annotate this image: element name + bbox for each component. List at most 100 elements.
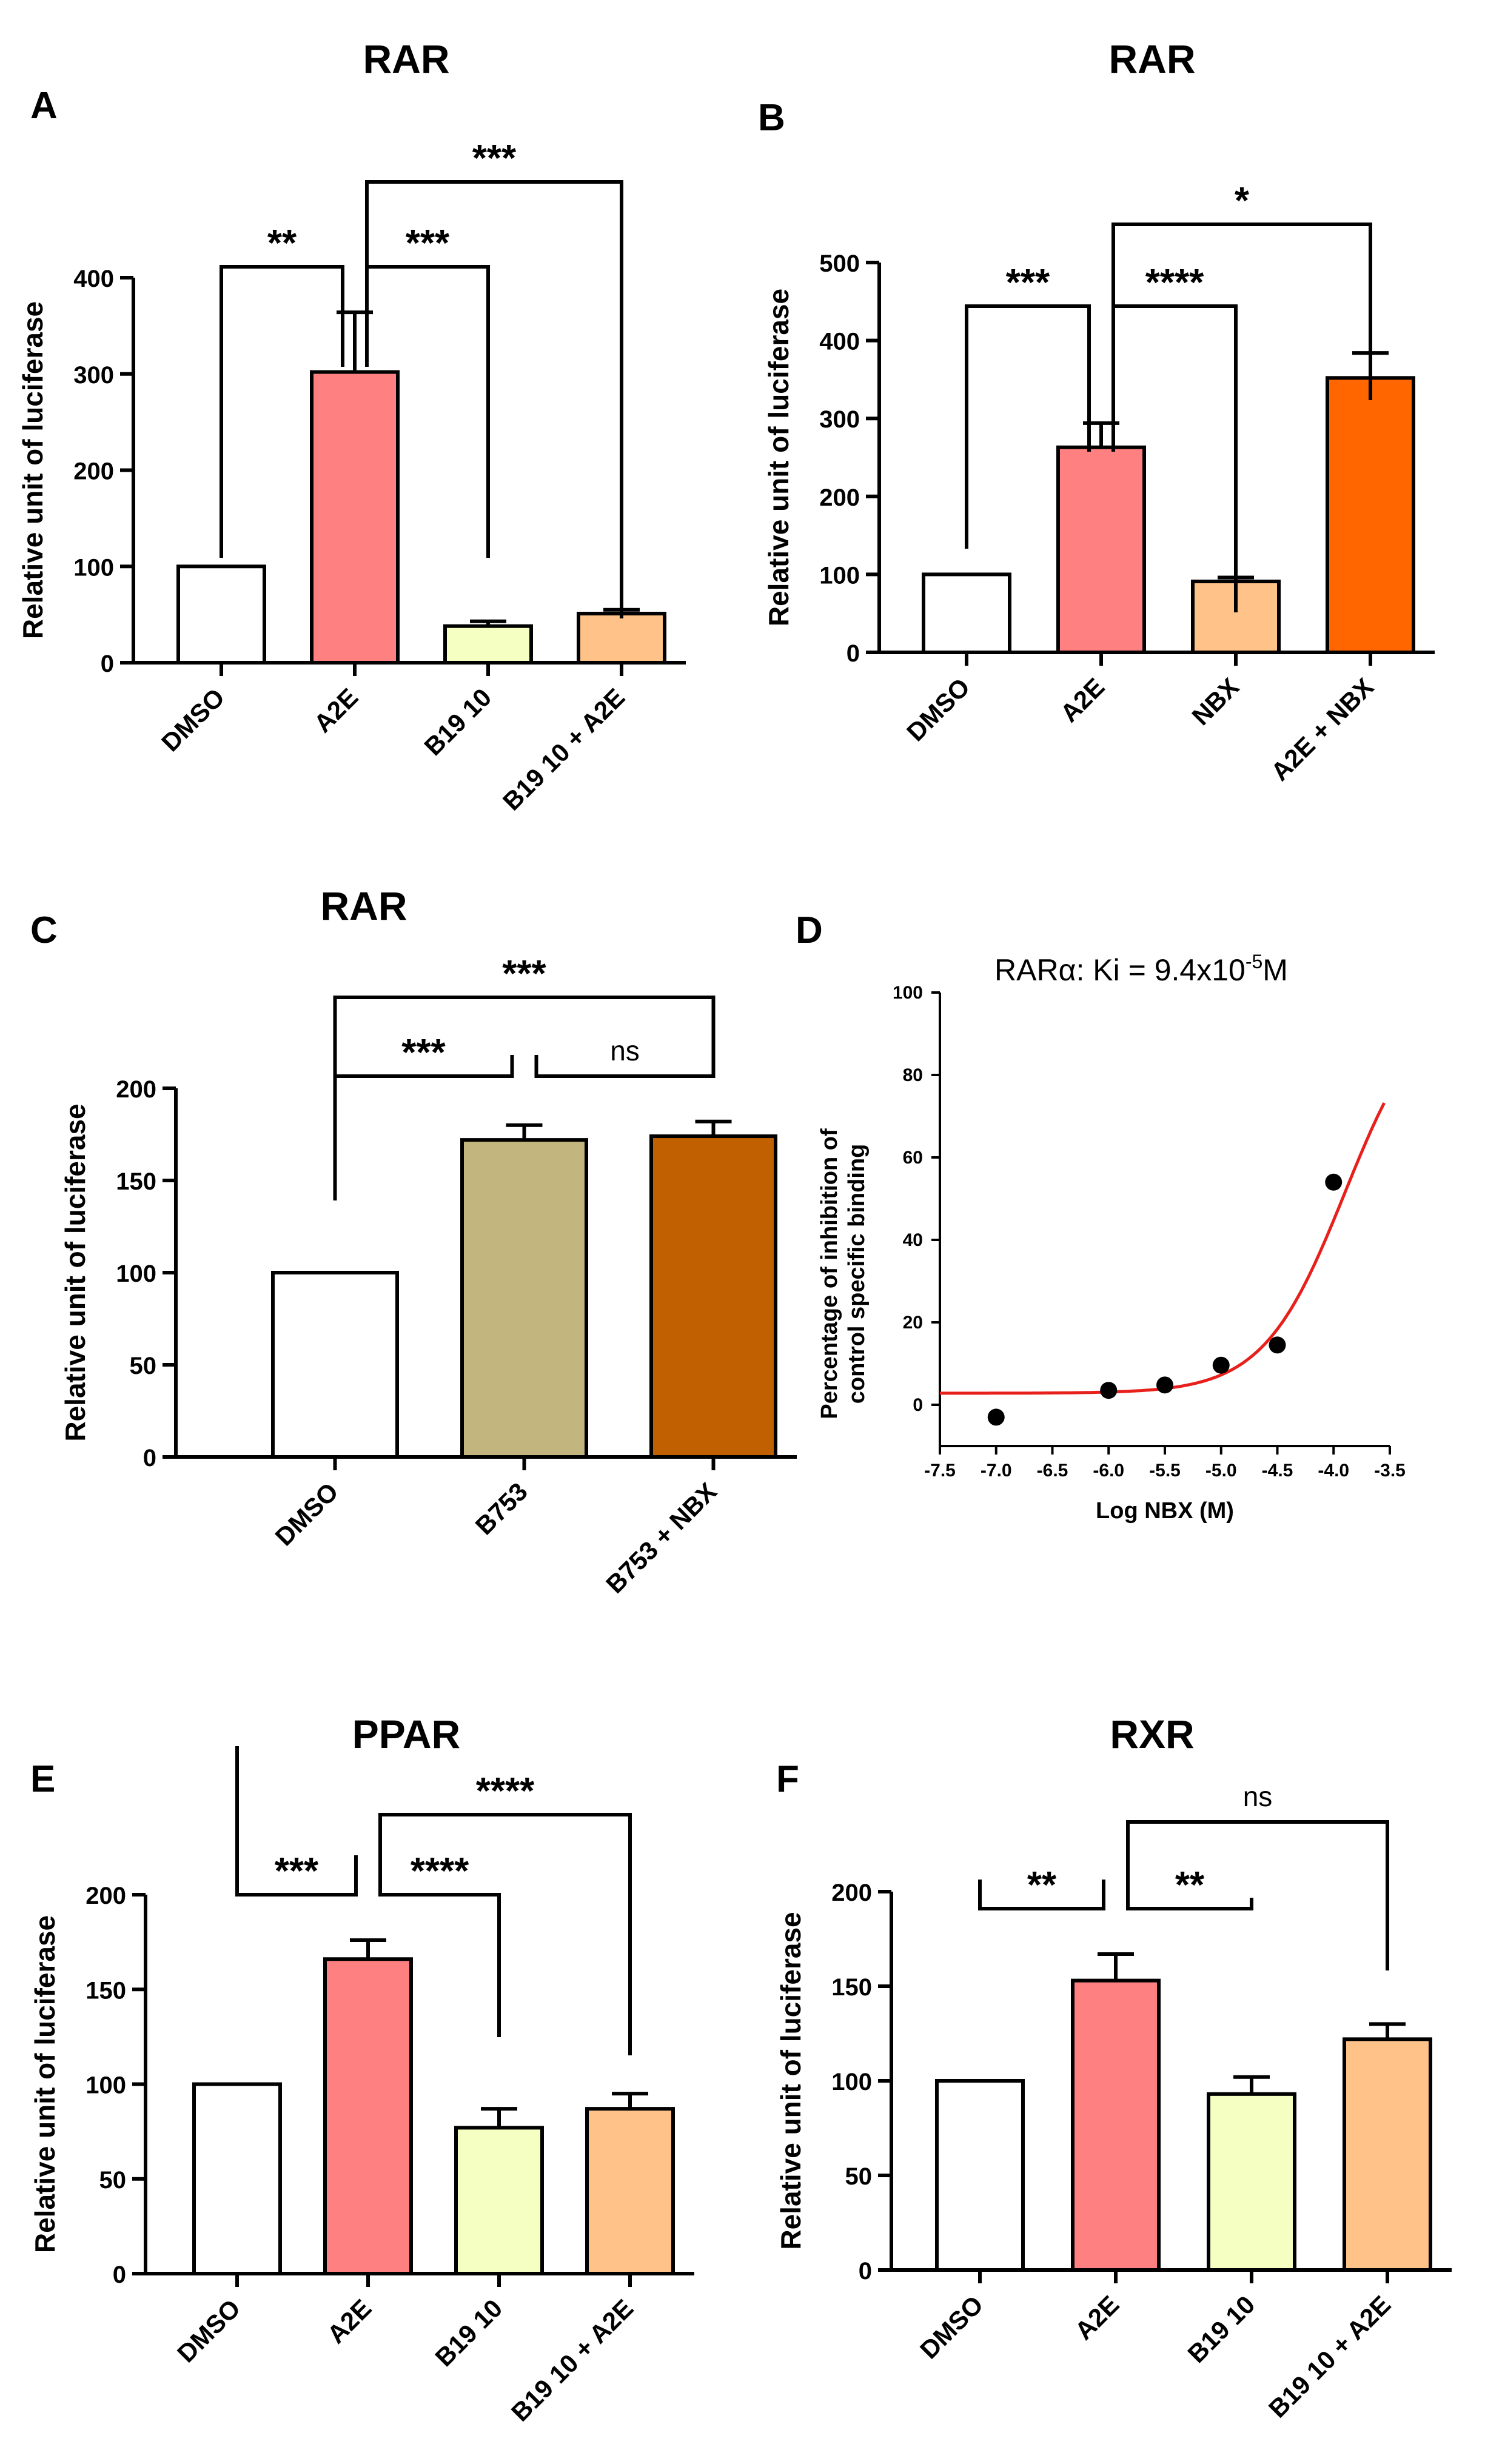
y-tick-label: 50 — [845, 2163, 873, 2190]
y-tick-label: 0 — [101, 651, 114, 677]
x-tick-label: B19 10 + A2E — [506, 2294, 639, 2427]
y-tick-label: 300 — [819, 406, 860, 433]
data-point — [1325, 1173, 1343, 1191]
y-tick-label: 400 — [73, 266, 114, 292]
y-tick-label: 200 — [85, 1883, 126, 1909]
y-tick-label: 60 — [903, 1148, 923, 1168]
bar — [443, 624, 533, 665]
x-tick-label: A2E — [1054, 672, 1110, 728]
significance-label: ns — [1243, 1781, 1273, 1812]
bar — [1343, 2037, 1432, 2272]
bar — [1071, 1978, 1161, 2272]
bar — [192, 2082, 282, 2275]
significance-bracket — [978, 1880, 1105, 1910]
panel-label: B — [758, 97, 785, 139]
significance-bracket — [333, 996, 716, 1200]
y-axis-label: Relative unit of luciferase — [17, 301, 49, 639]
panel-a: A RAR 0 100 200 300 400 Relative unit of lucife… — [17, 36, 686, 816]
x-tick-label: DMSO — [270, 1477, 344, 1551]
data-point — [987, 1408, 1005, 1426]
y-tick-label: 50 — [130, 1353, 157, 1379]
y-tick-label: 200 — [73, 458, 114, 485]
panel-label: A — [30, 85, 58, 127]
significance-bracket — [365, 180, 623, 618]
significance-label: *** — [406, 223, 450, 264]
x-tick-label: B19 10 — [418, 683, 497, 761]
y-tick-label: 100 — [819, 562, 860, 589]
significance-label: ** — [1175, 1864, 1205, 1906]
y-tick-label: 100 — [116, 1260, 156, 1287]
y-tick-label: 40 — [903, 1230, 923, 1250]
chart-title-exponent: -5 — [1246, 951, 1262, 973]
data-point — [1100, 1382, 1118, 1399]
panel-d: D RARα: Ki = 9.4x10-5M 0 20 40 60 80 100 -7.5 -7.… — [796, 909, 1406, 1524]
significance-label: * — [1235, 180, 1250, 222]
y-axis-label: Relative unit of luciferase — [29, 1915, 61, 2253]
data-point — [1212, 1356, 1230, 1374]
y-tick-label: 100 — [831, 2069, 872, 2095]
chart-title: RAR — [1109, 36, 1196, 81]
x-tick-label: NBX — [1186, 672, 1244, 731]
bar — [1207, 2092, 1296, 2272]
y-tick-label: 150 — [831, 1974, 872, 2001]
x-tick-label: B19 10 — [1182, 2290, 1260, 2368]
y-tick-label: 20 — [903, 1313, 923, 1333]
panel-b: B RAR 0 100 200 300 400 500 Relative unit of luc… — [758, 36, 1435, 786]
significance-bracket — [1126, 1820, 1389, 1970]
y-tick-label: 0 — [143, 1445, 156, 1471]
x-tick-label: B753 — [470, 1477, 533, 1540]
chart-title: RARα: Ki = 9.4x10-5M — [994, 951, 1288, 987]
y-tick-label: 0 — [847, 640, 860, 667]
chart-title: RXR — [1110, 1712, 1194, 1756]
significance-bracket — [235, 1746, 358, 1897]
panel-label: F — [776, 1758, 799, 1800]
y-tick-label: 200 — [819, 484, 860, 511]
bar — [577, 612, 666, 665]
bar — [922, 572, 1011, 655]
y-tick-label: 0 — [913, 1395, 923, 1415]
y-axis-label-line-1: Percentage of inhibition of — [817, 1128, 842, 1419]
x-tick-label: -7.5 — [924, 1461, 956, 1481]
y-tick-label: 0 — [113, 2261, 126, 2288]
x-tick-label: DMSO — [914, 2290, 988, 2364]
panel-label: C — [30, 909, 58, 951]
y-tick-label: 500 — [819, 250, 860, 277]
panel-e: E PPAR 0 50 100 150 200 Relative unit of lucife… — [29, 1712, 694, 2427]
x-tick-label: -4.5 — [1262, 1461, 1293, 1481]
significance-label: *** — [401, 1032, 446, 1074]
bar — [460, 1138, 588, 1459]
x-tick-label: A2E + NBX — [1266, 672, 1380, 786]
significance-bracket — [1126, 1880, 1253, 1910]
significance-label: ** — [267, 223, 297, 264]
y-axis-label-line-2: control specific binding — [844, 1144, 870, 1404]
y-tick-label: 100 — [893, 983, 923, 1003]
y-tick-label: 100 — [73, 554, 114, 581]
y-axis-label: Relative unit of luciferase — [775, 1912, 806, 2249]
x-tick-label: -7.0 — [981, 1461, 1012, 1481]
panel-c: C RAR 0 50 100 150 200 Relative unit of lucifer… — [30, 883, 797, 1599]
y-tick-label: 200 — [116, 1076, 156, 1103]
bar — [310, 370, 400, 665]
fit-curve — [940, 1102, 1386, 1395]
significance-label: *** — [1006, 262, 1050, 304]
bar — [176, 564, 266, 665]
panel-label: E — [30, 1758, 55, 1800]
significance-label: **** — [411, 1850, 469, 1892]
y-tick-label: 150 — [85, 1977, 126, 2004]
panel-f: F RXR 0 50 100 150 200 Relative unit of lucifer… — [775, 1712, 1452, 2423]
chart-title-main: RARα: Ki = 9.4x10 — [994, 953, 1246, 987]
x-axis-label: Log NBX (M) — [1096, 1498, 1234, 1524]
bar — [454, 2126, 544, 2275]
y-axis-label: Relative unit of luciferase — [59, 1103, 91, 1441]
x-tick-label: B19 10 + A2E — [1263, 2290, 1396, 2423]
significance-label: ns — [610, 1035, 640, 1066]
x-tick-label: A2E — [321, 2294, 377, 2349]
significance-label: *** — [472, 138, 517, 179]
significance-bracket — [378, 1855, 501, 2037]
y-tick-label: 150 — [116, 1168, 156, 1195]
y-tick-label: 100 — [85, 2072, 126, 2099]
significance-bracket — [965, 304, 1091, 549]
panel-label: D — [796, 909, 823, 951]
bar — [271, 1271, 399, 1459]
